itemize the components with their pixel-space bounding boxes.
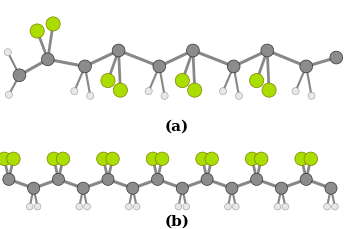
Circle shape — [219, 88, 227, 95]
Circle shape — [87, 92, 94, 99]
Circle shape — [245, 152, 259, 166]
Text: (b): (b) — [165, 215, 189, 229]
Circle shape — [153, 60, 166, 73]
Circle shape — [292, 88, 299, 95]
Circle shape — [251, 173, 263, 185]
Circle shape — [127, 182, 139, 194]
Circle shape — [4, 49, 11, 56]
Circle shape — [275, 182, 287, 194]
Circle shape — [175, 74, 189, 88]
Circle shape — [34, 203, 41, 210]
Circle shape — [152, 173, 164, 185]
Circle shape — [295, 152, 308, 166]
Circle shape — [250, 74, 264, 88]
Circle shape — [3, 173, 15, 185]
Circle shape — [5, 91, 12, 98]
Circle shape — [13, 69, 26, 82]
Circle shape — [201, 173, 213, 185]
Circle shape — [112, 44, 125, 57]
Circle shape — [146, 152, 160, 166]
Circle shape — [113, 83, 127, 97]
Circle shape — [324, 203, 331, 210]
Circle shape — [331, 203, 338, 210]
Circle shape — [235, 92, 242, 99]
Circle shape — [133, 203, 140, 210]
Circle shape — [155, 152, 169, 166]
Circle shape — [97, 152, 110, 166]
Circle shape — [79, 60, 91, 73]
Circle shape — [47, 152, 61, 166]
Circle shape — [261, 44, 274, 57]
Circle shape — [52, 173, 64, 185]
Circle shape — [325, 182, 337, 194]
Circle shape — [227, 60, 240, 73]
Circle shape — [205, 152, 218, 166]
Circle shape — [188, 83, 202, 97]
Circle shape — [300, 173, 312, 185]
Circle shape — [28, 182, 40, 194]
Circle shape — [175, 203, 182, 210]
Circle shape — [262, 83, 276, 97]
Circle shape — [232, 203, 239, 210]
Circle shape — [330, 51, 343, 64]
Circle shape — [274, 203, 281, 210]
Circle shape — [300, 60, 313, 73]
Circle shape — [76, 203, 82, 210]
Circle shape — [56, 152, 70, 166]
Circle shape — [102, 173, 114, 185]
Circle shape — [282, 203, 289, 210]
Circle shape — [196, 152, 209, 166]
Circle shape — [176, 182, 188, 194]
Circle shape — [224, 203, 231, 210]
Circle shape — [187, 44, 199, 57]
Circle shape — [7, 152, 20, 166]
Circle shape — [46, 17, 60, 31]
Circle shape — [304, 152, 318, 166]
Circle shape — [77, 182, 89, 194]
Circle shape — [145, 88, 152, 95]
Circle shape — [183, 203, 190, 210]
Circle shape — [101, 74, 115, 88]
Circle shape — [30, 24, 44, 38]
Circle shape — [255, 152, 268, 166]
Circle shape — [308, 92, 315, 99]
Circle shape — [106, 152, 119, 166]
Circle shape — [26, 203, 33, 210]
Circle shape — [41, 53, 54, 66]
Circle shape — [0, 152, 11, 166]
Text: (a): (a) — [165, 120, 189, 134]
Circle shape — [161, 92, 168, 99]
Circle shape — [125, 203, 132, 210]
Circle shape — [84, 203, 90, 210]
Circle shape — [226, 182, 238, 194]
Circle shape — [71, 88, 78, 95]
